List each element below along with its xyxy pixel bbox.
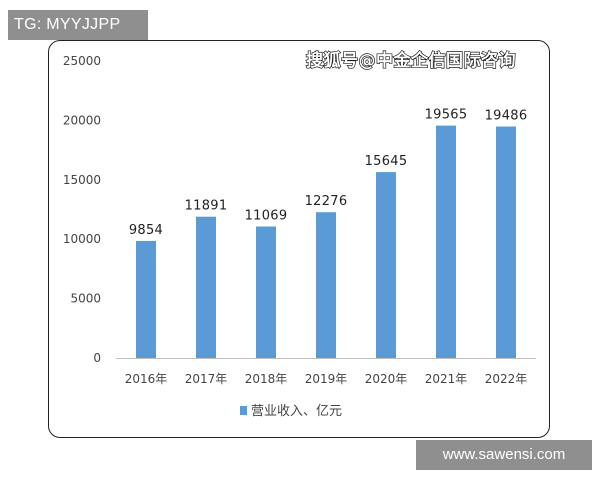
data-label: 11069 — [245, 209, 288, 224]
legend-series-label: 营业收入、亿元 — [251, 404, 342, 419]
bar-2021 — [436, 125, 456, 358]
data-label: 12276 — [305, 194, 348, 209]
bar-2019 — [316, 212, 336, 358]
x-tick-label: 2022年 — [485, 372, 528, 386]
data-label: 19565 — [425, 108, 468, 123]
x-tick-label: 2018年 — [245, 372, 288, 386]
x-tick-label: 2019年 — [305, 372, 348, 386]
data-label: 11891 — [185, 199, 228, 214]
y-tick-label: 25000 — [63, 54, 101, 68]
bar-2018 — [256, 226, 276, 358]
x-tick-label: 2021年 — [425, 372, 468, 386]
x-tick-label: 2017年 — [185, 372, 228, 386]
bar-2022 — [496, 126, 516, 358]
y-tick-label: 15000 — [63, 173, 101, 187]
bar-2017 — [196, 216, 216, 358]
y-axis-ticks: 0 5000 10000 15000 20000 25000 — [63, 54, 101, 365]
data-label: 15645 — [365, 154, 408, 169]
chart-frame — [48, 40, 550, 438]
y-tick-label: 0 — [93, 351, 101, 365]
legend-swatch — [240, 406, 247, 415]
x-axis-ticks: 2016年 2017年 2018年 2019年 2020年 2021年 2022年 — [125, 372, 528, 386]
bars-group — [136, 125, 516, 358]
site-watermark: www.sawensi.com — [416, 440, 592, 470]
y-tick-label: 20000 — [63, 113, 101, 127]
x-tick-label: 2016年 — [125, 372, 168, 386]
legend: 营业收入、亿元 — [240, 404, 342, 419]
data-label: 19486 — [485, 109, 528, 124]
source-watermark: 搜狐号@中金企信国际咨询 — [305, 50, 516, 71]
bar-2020 — [376, 172, 396, 358]
data-labels-group: 9854 11891 11069 12276 15645 19565 19486 — [129, 108, 528, 238]
y-tick-label: 10000 — [63, 232, 101, 246]
data-label: 9854 — [129, 223, 163, 238]
telegram-watermark: TG: MYYJJPP — [8, 10, 148, 40]
y-tick-label: 5000 — [70, 292, 101, 306]
bar-2016 — [136, 240, 156, 358]
x-tick-label: 2020年 — [365, 372, 408, 386]
